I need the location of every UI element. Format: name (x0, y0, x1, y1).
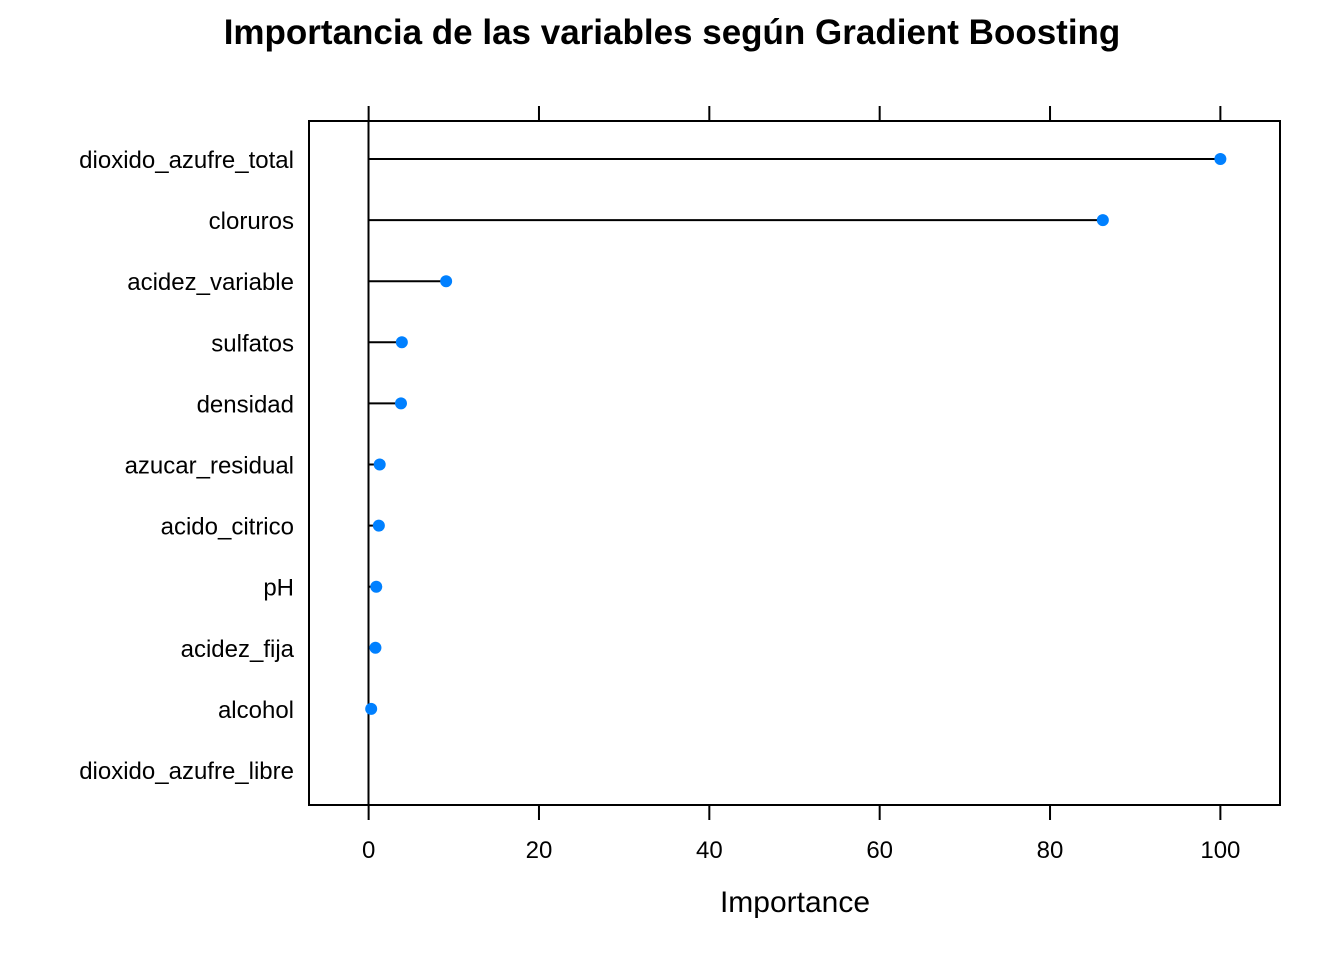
point-acidez_fija (369, 641, 382, 654)
category-label: alcohol (218, 697, 294, 724)
category-label: pH (263, 575, 294, 602)
point-acido_citrico (372, 519, 385, 532)
x-tick-label: 80 (1037, 837, 1064, 864)
chart-title: Importancia de las variables según Gradi… (224, 13, 1121, 52)
category-label: azucar_residual (125, 453, 294, 480)
category-labels: dioxido_azufre_total cloruros acidez_varia… (79, 147, 294, 785)
point-dioxido_azufre_total (1214, 153, 1227, 165)
point-acidez_variable (440, 275, 453, 288)
category-label: sulfatos (211, 330, 294, 357)
plot-frame (308, 120, 1281, 806)
category-label: dioxido_azufre_libre (79, 758, 294, 785)
top-axis-ticks (367, 106, 1222, 121)
point-alcohol (365, 702, 378, 715)
category-label: cloruros (209, 208, 294, 235)
x-tick-label: 60 (866, 837, 893, 864)
category-label: acidez_variable (127, 269, 294, 296)
point-pH (370, 580, 383, 593)
point-densidad (394, 397, 407, 410)
category-label: dioxido_azufre_total (79, 147, 294, 174)
category-label: densidad (197, 391, 294, 418)
x-tick-label: 0 (362, 837, 375, 864)
x-axis-title: Importance (720, 886, 870, 919)
point-cloruros (1096, 214, 1109, 227)
category-label: acidez_fija (181, 636, 295, 663)
x-tick-labels: 0 20 40 60 80 100 (362, 837, 1240, 864)
point-sulfatos (395, 336, 408, 349)
category-label: acido_citrico (161, 514, 294, 541)
x-tick-label: 40 (696, 837, 723, 864)
data-points (365, 153, 1227, 715)
bottom-axis-ticks (367, 805, 1222, 820)
x-tick-label: 20 (526, 837, 553, 864)
lollipop-segments (368, 158, 1221, 710)
x-tick-label: 100 (1200, 837, 1240, 864)
point-azucar_residual (373, 458, 386, 471)
